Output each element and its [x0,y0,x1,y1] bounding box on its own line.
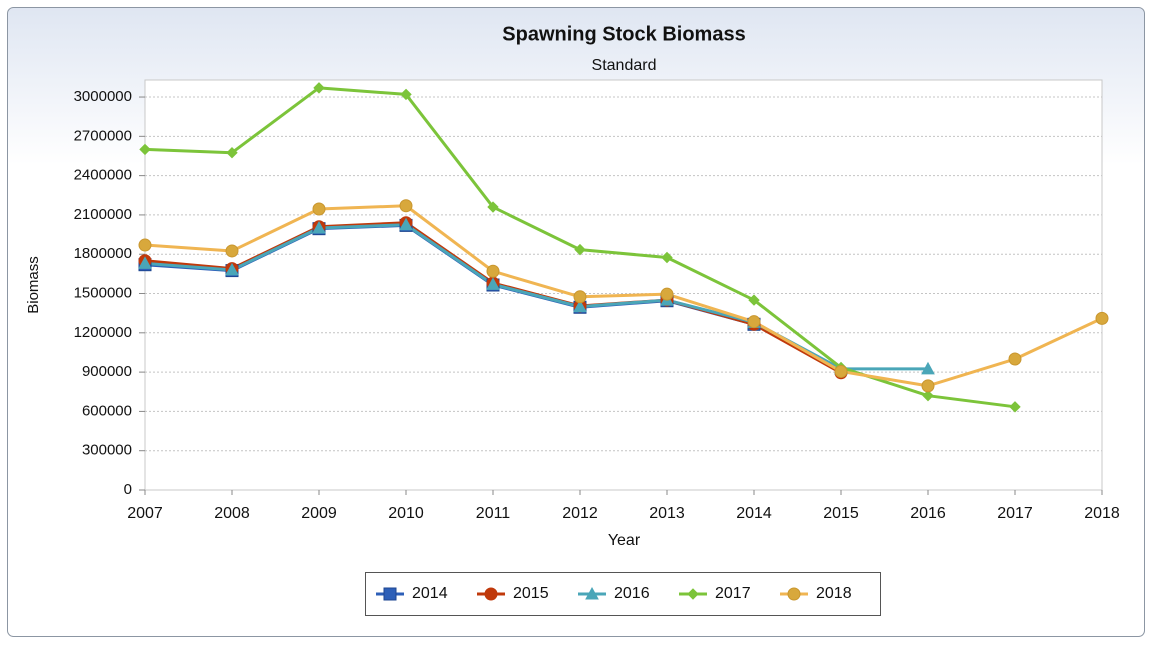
data-point [139,143,151,156]
data-point [138,238,152,252]
legend-label: 2014 [412,585,448,602]
y-tick-label: 900000 [82,363,132,380]
data-point [486,277,500,290]
x-tick-label: 2012 [562,505,598,522]
data-point [399,217,413,231]
data-point [487,201,499,213]
chart-subtitle: Standard [592,57,657,74]
data-point [312,202,326,216]
legend-marker [787,587,801,601]
data-point [1095,311,1109,325]
data-point [399,199,413,213]
x-tick-label: 2010 [388,505,424,522]
x-tick-label: 2011 [476,505,511,522]
x-axis-label: Year [608,532,641,549]
x-tick-label: 2017 [997,505,1033,522]
data-point [225,244,239,258]
data-point [747,315,761,329]
legend-label: 2017 [715,585,751,602]
y-axis-label: Biomass [25,256,42,314]
legend-marker [484,587,498,601]
data-point [225,262,239,276]
x-tick-label: 2009 [301,505,337,522]
data-point [312,220,326,234]
data-point [921,361,935,375]
series-line [144,204,1103,388]
y-tick-label: 1500000 [74,284,132,301]
plot-area [144,79,1103,491]
data-point [922,389,934,402]
y-tick-label: 2400000 [74,167,132,184]
y-tick-label: 300000 [82,442,132,459]
x-tick-label: 2008 [214,505,250,522]
y-tick-label: 2100000 [74,206,132,223]
legend-marker [585,586,599,600]
data-point [486,264,500,278]
x-tick-label: 2013 [649,505,685,522]
chart-title: Spawning Stock Biomass [502,23,745,45]
y-tick-label: 1200000 [74,324,132,341]
y-tick-label: 3000000 [74,88,132,105]
data-point [748,294,760,306]
data-point [574,243,586,256]
data-point [313,82,325,94]
y-tick-label: 1800000 [74,245,132,262]
legend-marker [687,588,699,600]
x-tick-label: 2007 [127,505,163,522]
legend-label: 2015 [513,585,549,602]
y-tick-label: 2700000 [74,127,132,144]
x-tick-label: 2014 [736,505,772,522]
x-tick-label: 2015 [823,505,859,522]
data-point [1009,401,1021,413]
data-point [660,287,674,301]
data-point [834,364,848,378]
legend-label: 2018 [816,585,852,602]
data-point [573,290,587,304]
y-tick-label: 0 [124,481,132,498]
data-point [921,379,935,393]
legend-label: 2016 [614,585,650,602]
data-point [573,299,587,313]
data-point [661,251,673,264]
x-tick-label: 2016 [910,505,946,522]
y-tick-label: 600000 [82,402,132,419]
x-tick-label: 2018 [1084,505,1120,522]
legend-marker [383,587,397,601]
data-point [1008,352,1022,366]
data-point [226,146,238,159]
data-point [400,88,412,101]
data-point [138,256,152,269]
